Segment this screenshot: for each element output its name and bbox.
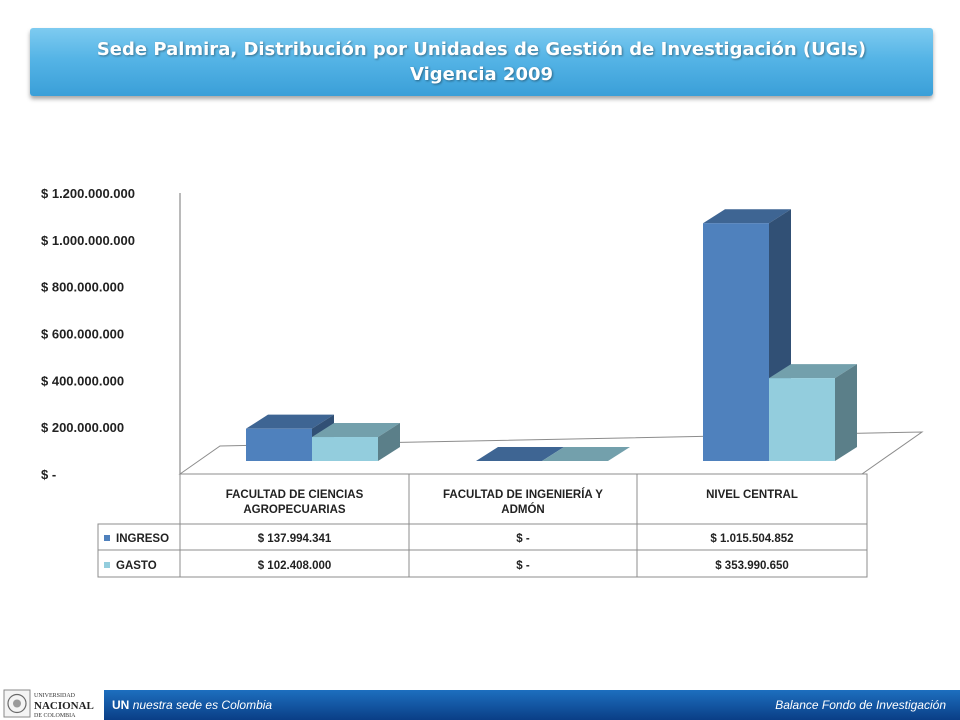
y-tick-label: $ 800.000.000 — [41, 280, 124, 295]
bar-gasto — [312, 437, 378, 461]
legend-label-gasto: GASTO — [116, 560, 157, 572]
footer-un: UN — [112, 698, 130, 712]
data-label-gasto: $ 102.408.000 — [258, 560, 332, 572]
category-label: NIVEL CENTRAL — [706, 489, 798, 501]
logo-text: DE COLOMBIA — [34, 713, 76, 719]
bar-top-ingreso — [476, 447, 564, 461]
category-label: AGROPECUARIAS — [243, 504, 346, 516]
bar-top-ingreso — [703, 209, 791, 224]
y-tick-label: $ - — [41, 467, 56, 482]
category-label: FACULTAD DE INGENIERÍA Y — [443, 488, 603, 501]
footer-right-text: Balance Fondo de Investigación — [775, 698, 946, 712]
footer-slogan-text: nuestra sede es Colombia — [132, 698, 273, 712]
y-tick-label: $ 1.000.000.000 — [41, 233, 135, 248]
bar-top-gasto — [542, 447, 630, 461]
title-banner: Sede Palmira, Distribución por Unidades … — [30, 28, 933, 96]
bar-ingreso — [703, 223, 769, 461]
data-label-ingreso: $ - — [516, 533, 530, 545]
bar-gasto — [769, 378, 835, 461]
bar-top-gasto — [769, 364, 857, 379]
bar-top-ingreso — [246, 414, 334, 429]
bar-chart-3d: $ - $ 200.000.000 $ 400.000.000 $ 600.000.0… — [41, 186, 924, 578]
y-tick-label: $ 400.000.000 — [41, 373, 124, 388]
category-label: FACULTAD DE CIENCIAS — [226, 489, 364, 501]
bar-side-gasto — [378, 423, 400, 461]
legend-label-ingreso: INGRESO — [116, 533, 169, 545]
data-label-ingreso: $ 137.994.341 — [258, 533, 332, 545]
logo-text: NACIONAL — [34, 700, 94, 712]
footer-bar: UN nuestra sede es Colombia Balance Fond… — [104, 690, 960, 720]
legend-swatch-ingreso — [104, 535, 110, 541]
legend-swatch-gasto — [104, 562, 110, 568]
footer: UNIVERSIDAD NACIONAL DE COLOMBIA UN nues… — [0, 687, 960, 720]
y-tick-label: $ 200.000.000 — [41, 420, 124, 435]
logo-text: UNIVERSIDAD — [34, 693, 76, 699]
y-tick-label: $ 600.000.000 — [41, 327, 124, 342]
title-line-1: Sede Palmira, Distribución por Unidades … — [96, 39, 867, 60]
data-label-ingreso: $ 1.015.504.852 — [710, 533, 793, 545]
footer-slogan: UN nuestra sede es Colombia — [112, 698, 272, 712]
bar-ingreso — [246, 428, 312, 461]
data-label-gasto: $ - — [516, 560, 530, 572]
data-label-gasto: $ 353.990.650 — [715, 560, 789, 572]
bar-side-gasto — [835, 364, 857, 461]
bar-top-gasto — [312, 423, 400, 438]
y-tick-label: $ 1.200.000.000 — [41, 186, 135, 201]
title-line-2: Vigencia 2009 — [409, 64, 554, 85]
university-logo: UNIVERSIDAD NACIONAL DE COLOMBIA — [3, 689, 94, 719]
category-label: ADMÓN — [501, 503, 544, 516]
